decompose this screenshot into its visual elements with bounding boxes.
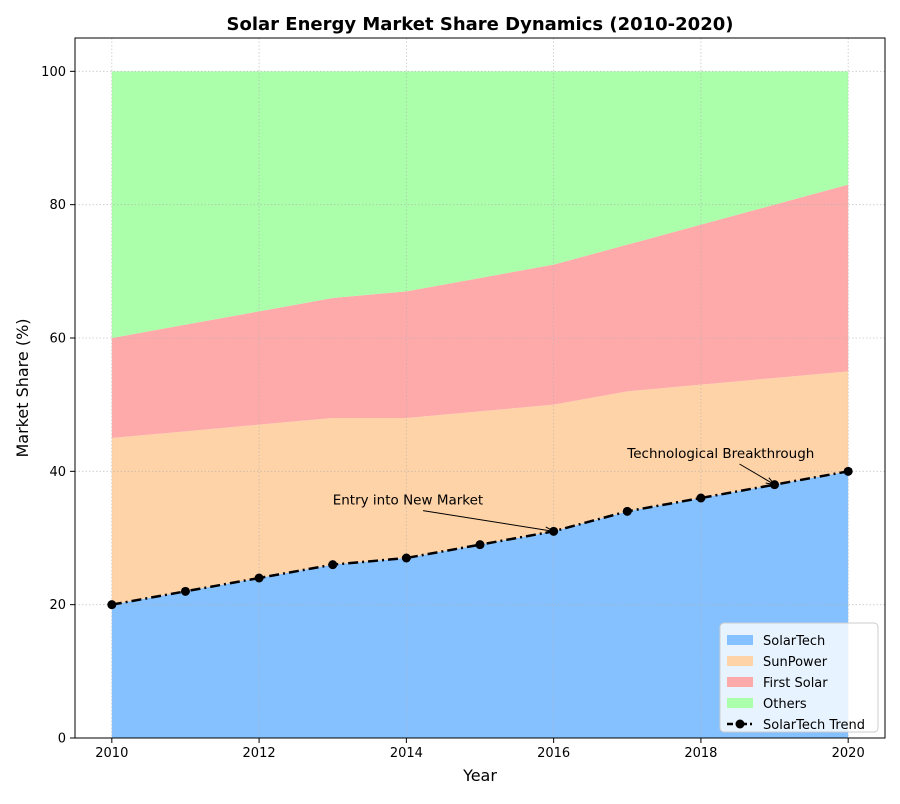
trend-point xyxy=(475,540,485,550)
annotation-arrow-line xyxy=(739,463,775,486)
y-tick-label: 80 xyxy=(49,198,66,213)
area-others xyxy=(111,71,849,338)
annotation-arrow-head xyxy=(544,526,556,534)
area-first-solar xyxy=(111,184,849,438)
area-sunpower xyxy=(111,371,849,605)
trend-point xyxy=(843,466,853,476)
trend-point xyxy=(696,493,706,503)
legend-swatch xyxy=(727,698,753,708)
x-tick-label: 2020 xyxy=(832,746,865,761)
annotation-text: Technological Breakthrough xyxy=(626,446,814,462)
legend-label: SunPower xyxy=(763,655,828,670)
annotation-text: Entry into New Market xyxy=(333,493,484,509)
y-tick-label: 100 xyxy=(41,65,66,80)
legend-item: SolarTech Trend xyxy=(727,718,865,733)
legend-item: SolarTech xyxy=(727,634,825,649)
legend-label: Others xyxy=(763,697,807,712)
legend-swatch xyxy=(727,635,753,645)
legend-label: SolarTech xyxy=(763,634,825,649)
annotation-arrow-line xyxy=(422,510,554,532)
x-tick-label: 2018 xyxy=(684,746,717,761)
legend-box xyxy=(719,622,879,733)
trend-point xyxy=(254,573,264,583)
x-tick-label: 2014 xyxy=(390,746,423,761)
x-tick-label: 2010 xyxy=(95,746,128,761)
y-tick-label: 40 xyxy=(49,465,66,480)
y-tick-label: 60 xyxy=(49,332,66,347)
x-tick-label: 2016 xyxy=(537,746,570,761)
legend-label: First Solar xyxy=(763,676,828,691)
legend-item: Others xyxy=(727,697,807,712)
legend-swatch xyxy=(727,677,753,687)
trend-point xyxy=(622,506,632,516)
trend-point xyxy=(180,586,190,596)
trend-line xyxy=(111,470,849,606)
trend-point xyxy=(328,560,338,570)
y-axis-label: Market Share (%) xyxy=(13,318,32,457)
legend-item: First Solar xyxy=(727,676,828,691)
legend-label: SolarTech Trend xyxy=(763,718,865,733)
annotation: Technological Breakthrough xyxy=(626,446,814,486)
trend-point xyxy=(107,600,117,610)
area-solartech xyxy=(111,471,849,738)
legend-marker xyxy=(735,719,745,729)
legend-swatch xyxy=(727,656,753,666)
y-tick-label: 0 xyxy=(58,732,66,747)
annotation: Entry into New Market xyxy=(333,493,556,534)
y-tick-label: 20 xyxy=(49,598,66,613)
x-axis-label: Year xyxy=(462,766,497,785)
trend-point xyxy=(401,553,411,563)
x-tick-label: 2012 xyxy=(243,746,276,761)
legend-item: SunPower xyxy=(727,655,828,670)
chart-title: Solar Energy Market Share Dynamics (2010… xyxy=(227,14,734,35)
legend: SolarTech SunPower First Solar Others SolarT… xyxy=(719,622,879,733)
annotation-arrow-head xyxy=(765,477,776,486)
plot-frame xyxy=(74,37,886,739)
